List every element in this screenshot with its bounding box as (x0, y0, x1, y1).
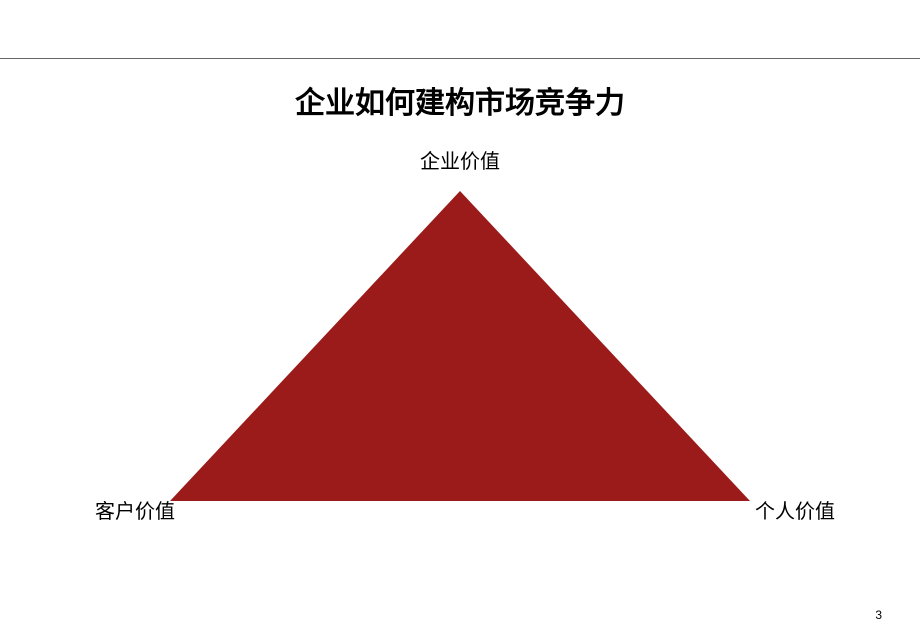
page-number: 3 (875, 608, 882, 622)
triangle-diagram: 企业价值 客户价值 个人价值 (0, 145, 920, 565)
page-title: 企业如何建构市场竞争力 (0, 78, 920, 122)
right-vertex-label: 个人价值 (755, 495, 835, 524)
left-vertex-label: 客户价值 (95, 495, 175, 524)
apex-label: 企业价值 (0, 145, 920, 174)
horizontal-divider (0, 58, 920, 59)
triangle-shape (170, 191, 750, 501)
